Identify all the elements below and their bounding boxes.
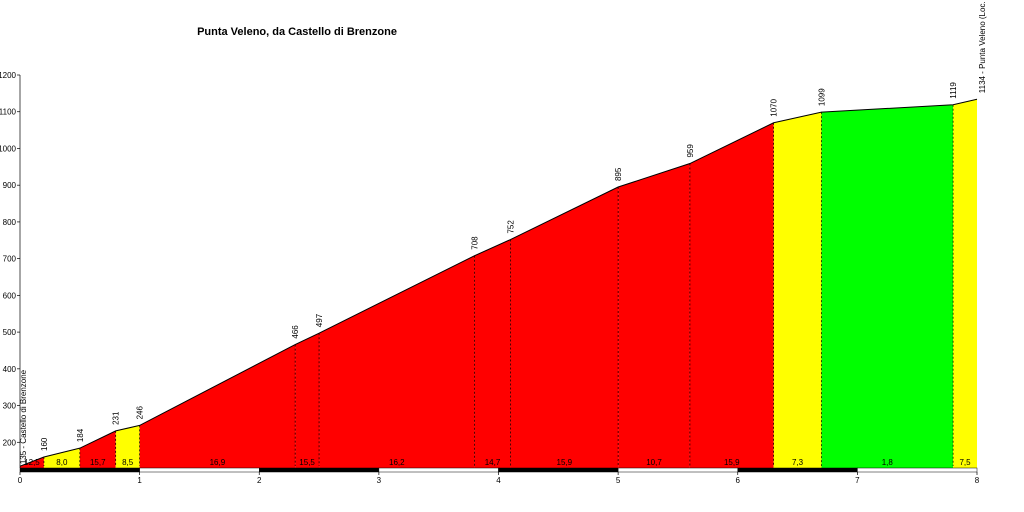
- y-tick-label: 800: [3, 218, 17, 227]
- km-bar: [737, 467, 858, 473]
- elevation-label: 1099: [817, 88, 826, 106]
- elevation-label: 895: [614, 167, 623, 181]
- gradient-label: 15,9: [557, 458, 573, 467]
- segment: [43, 448, 80, 468]
- x-tick-label: 3: [377, 476, 382, 485]
- km-bar: [259, 467, 380, 473]
- segment: [115, 425, 140, 468]
- end-label: 1134 - Punta Veleno (Loc. Pra: [978, 0, 987, 93]
- elevation-label: 959: [686, 144, 695, 158]
- x-tick-label: 5: [616, 476, 621, 485]
- x-tick-label: 8: [975, 476, 980, 485]
- elevation-label: 246: [136, 405, 145, 419]
- y-tick-label: 600: [3, 291, 17, 300]
- elevation-label: 466: [291, 325, 300, 339]
- y-tick-label: 1000: [0, 144, 17, 153]
- elevation-label: 497: [315, 313, 324, 327]
- km-bar: [19, 467, 140, 473]
- y-tick-label: 1200: [0, 71, 17, 80]
- gradient-label: 15,7: [90, 458, 106, 467]
- y-tick-label: 400: [3, 365, 17, 374]
- x-tick-label: 0: [18, 476, 23, 485]
- x-tick-label: 4: [496, 476, 501, 485]
- y-tick-label: 900: [3, 181, 17, 190]
- gradient-label: 16,2: [389, 458, 405, 467]
- elevation-label: 1119: [949, 82, 958, 99]
- gradient-label: 15,9: [724, 458, 740, 467]
- segment: [773, 112, 822, 469]
- gradient-label: 12,5: [24, 458, 40, 467]
- km-bar: [857, 467, 978, 473]
- km-bar: [498, 467, 619, 473]
- segment: [618, 163, 690, 468]
- gradient-label: 10,7: [646, 458, 662, 467]
- elevation-label: 160: [40, 437, 49, 451]
- y-tick-label: 300: [3, 402, 17, 411]
- y-tick-label: 1100: [0, 108, 17, 117]
- segment: [295, 333, 320, 468]
- segment: [953, 99, 977, 468]
- x-tick-label: 7: [855, 476, 860, 485]
- y-tick-label: 200: [3, 438, 17, 447]
- segment: [510, 187, 619, 468]
- segment: [139, 344, 296, 468]
- segment: [319, 255, 475, 468]
- elevation-label: 184: [76, 428, 85, 442]
- y-tick-label: 500: [3, 328, 17, 337]
- elevation-label: 231: [112, 411, 121, 425]
- elevation-label: 1070: [770, 98, 779, 116]
- gradient-label: 14,7: [485, 458, 501, 467]
- x-tick-label: 6: [736, 476, 741, 485]
- segment: [474, 239, 511, 468]
- gradient-label: 15,5: [299, 458, 315, 467]
- start-label: 135 - Castello di Brenzone: [19, 369, 28, 464]
- km-bar: [139, 467, 260, 473]
- segment: [689, 122, 774, 468]
- km-bar: [617, 467, 738, 473]
- km-bar: [378, 467, 499, 473]
- gradient-label: 1,8: [882, 458, 894, 467]
- elevation-label: 752: [506, 220, 515, 234]
- profile-line: [19, 98, 978, 467]
- gradient-label: 8,5: [122, 458, 134, 467]
- gradient-label: 7,3: [792, 458, 804, 467]
- elevation-label: 708: [471, 236, 480, 250]
- gradient-label: 16,9: [210, 458, 226, 467]
- gradient-label: 8,0: [56, 458, 68, 467]
- y-tick-label: 700: [3, 255, 17, 264]
- chart-title: Punta Veleno, da Castello di Brenzone: [197, 26, 397, 38]
- gradient-label: 7,5: [959, 458, 971, 467]
- x-tick-label: 2: [257, 476, 262, 485]
- segment: [821, 104, 954, 469]
- segment: [79, 430, 116, 468]
- x-tick-label: 1: [137, 476, 142, 485]
